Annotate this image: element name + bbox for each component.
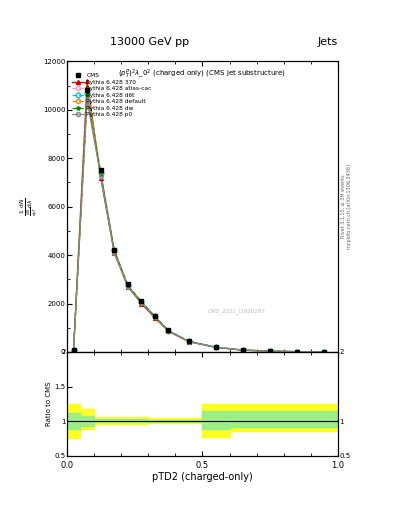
Text: $(p_T^P)^2\lambda\_0^2$ (charged only) (CMS jet substructure): $(p_T^P)^2\lambda\_0^2$ (charged only) (… (118, 67, 286, 80)
Text: 13000 GeV pp: 13000 GeV pp (110, 37, 189, 47)
Y-axis label: Ratio to CMS: Ratio to CMS (46, 381, 51, 426)
Text: CMS_2021_I1920187: CMS_2021_I1920187 (208, 309, 266, 314)
Legend: CMS, Pythia 6.428 370, Pythia 6.428 atlas-cac, Pythia 6.428 d6t, Pythia 6.428 de: CMS, Pythia 6.428 370, Pythia 6.428 atla… (72, 73, 152, 117)
Text: Jets: Jets (318, 37, 338, 47)
X-axis label: pTD2 (charged-only): pTD2 (charged-only) (152, 472, 253, 482)
Y-axis label: Rivet 3.1.10, ≥ 3M events
mcplots.cern.ch [arXiv:1306.3436]: Rivet 3.1.10, ≥ 3M events mcplots.cern.c… (341, 164, 352, 249)
Y-axis label: $\frac{1}{\frac{\mathrm{d}N}{\mathrm{d}p_T}}\frac{\mathrm{d}N}{\mathrm{d}\lambda: $\frac{1}{\frac{\mathrm{d}N}{\mathrm{d}p… (19, 197, 40, 216)
